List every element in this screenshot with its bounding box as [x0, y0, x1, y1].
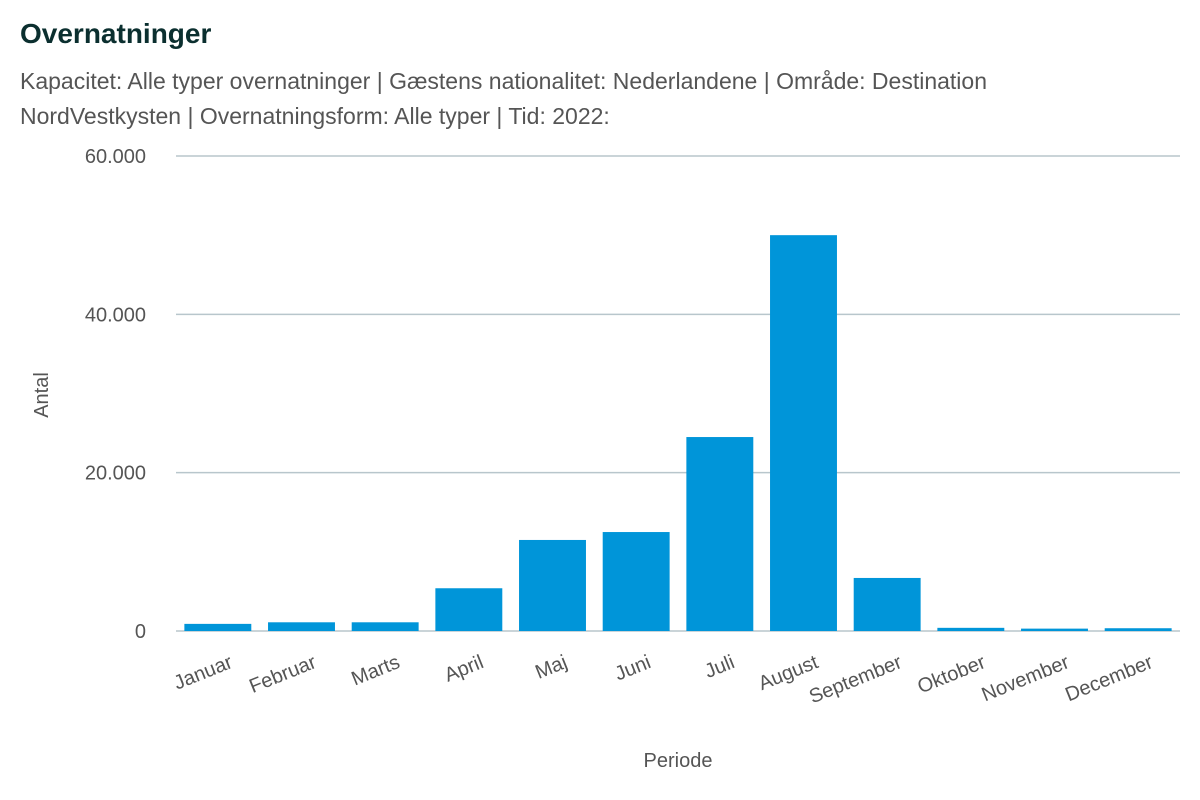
x-tick-label: November [979, 651, 1073, 706]
x-axis-title: Periode [644, 750, 713, 772]
bar-februar[interactable] [268, 622, 335, 631]
y-axis-title: Antal [31, 372, 53, 418]
chart-title: Overnatninger [20, 18, 212, 49]
bar-maj[interactable] [519, 539, 586, 631]
y-tick-label: 0 [135, 621, 146, 643]
x-tick-label: September [806, 651, 905, 708]
y-tick-labels: 0 20.000 40.000 60.000 [85, 146, 146, 643]
x-tick-label: Marts [348, 651, 403, 690]
x-tick-labels: Januar Februar Marts April Maj Juni Juli August… [171, 651, 1157, 708]
x-tick-label: December [1062, 651, 1156, 706]
gridlines [176, 155, 1180, 632]
bars [184, 235, 1172, 631]
y-tick-label: 60.000 [85, 146, 146, 168]
bar-september[interactable] [853, 577, 921, 631]
y-tick-label: 40.000 [85, 304, 146, 326]
chart-subtitle: Kapacitet: Alle typer overnatninger | Gæ… [20, 68, 987, 129]
x-tick-label: Oktober [914, 651, 989, 698]
x-tick-label: Maj [532, 651, 570, 683]
x-tick-label: April [441, 651, 486, 686]
bar-juni[interactable] [602, 532, 670, 631]
bar-august[interactable] [770, 235, 837, 631]
x-tick-label: Februar [246, 651, 319, 698]
bar-oktober[interactable] [937, 627, 1005, 631]
y-tick-label: 20.000 [85, 463, 146, 485]
bar-januar[interactable] [184, 623, 252, 631]
bar-marts[interactable] [351, 622, 419, 631]
x-tick-label: Januar [171, 651, 236, 694]
bar-december[interactable] [1104, 628, 1172, 631]
bar-november[interactable] [1021, 628, 1088, 631]
x-tick-label: Juni [612, 651, 654, 685]
bar-april[interactable] [435, 588, 503, 631]
x-tick-label: Juli [702, 651, 738, 683]
bar-juli[interactable] [686, 437, 754, 631]
